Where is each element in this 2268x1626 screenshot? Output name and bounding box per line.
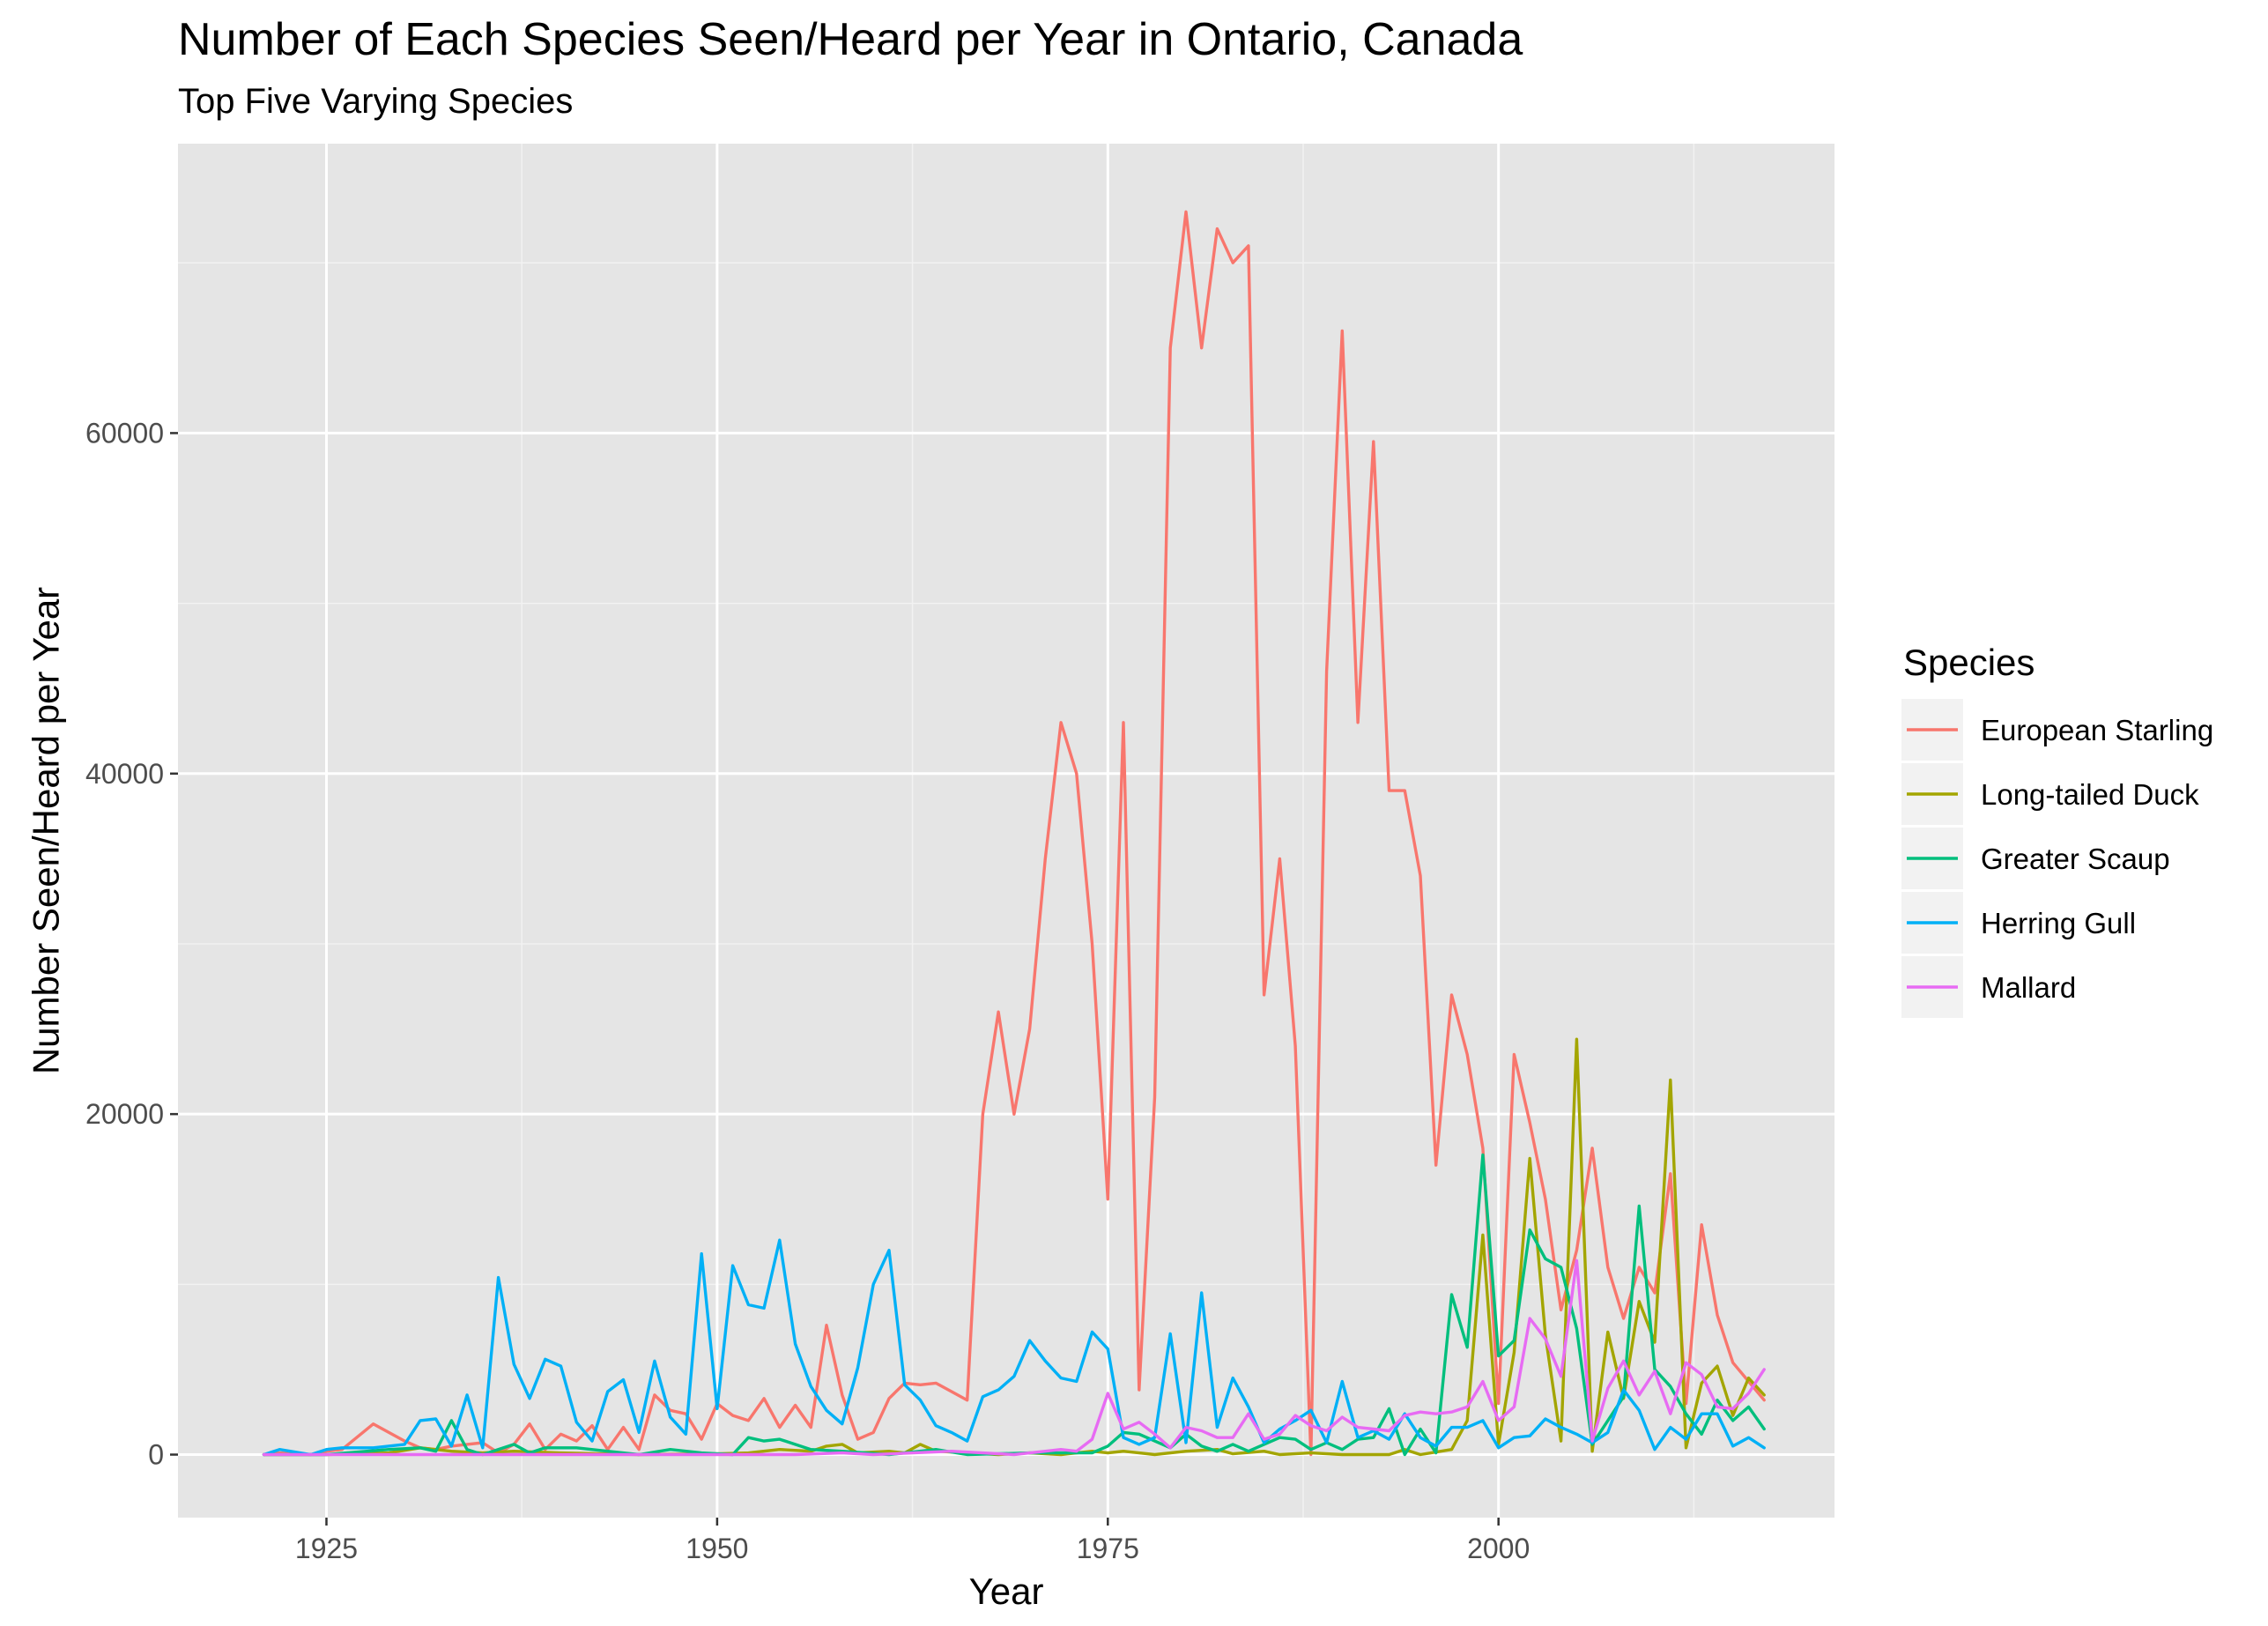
series-line-1 (262, 1037, 1766, 1457)
x-tick-label: 1950 (686, 1533, 748, 1564)
y-tick-label: 0 (148, 1439, 164, 1471)
y-tick-label: 40000 (85, 758, 164, 790)
legend-title: Species (1903, 642, 2035, 683)
legend-label: Herring Gull (1981, 907, 2136, 939)
y-axis-ticks: 0 20000 40000 60000 (85, 417, 178, 1471)
chart-subtitle: Top Five Varying Species (178, 82, 573, 121)
legend: Species European Starling Long-tailed Duc… (1901, 642, 2213, 1018)
minor-gridlines (178, 144, 1834, 1518)
series-line-2 (262, 1153, 1766, 1457)
x-axis-title: Year (969, 1570, 1044, 1612)
legend-items: European Starling Long-tailed Duck Greater… (1901, 699, 2213, 1018)
major-gridlines (178, 144, 1834, 1518)
x-tick-label: 1925 (295, 1533, 358, 1564)
chart-title: Number of Each Species Seen/Heard per Ye… (178, 14, 1523, 65)
legend-label: Mallard (1981, 971, 2076, 1004)
series-lines (262, 210, 1766, 1457)
legend-label: Long-tailed Duck (1981, 778, 2199, 811)
y-tick-label: 20000 (85, 1098, 164, 1130)
x-axis-ticks: 1925 1950 1975 2000 (295, 1518, 1530, 1564)
series-line-3 (262, 1238, 1766, 1457)
series-line-4 (262, 1258, 1766, 1457)
y-tick-label: 60000 (85, 417, 164, 449)
series-line-0 (262, 210, 1766, 1457)
legend-label: Greater Scaup (1981, 843, 2170, 875)
y-axis-title: Number Seen/Heard per Year (26, 587, 67, 1074)
legend-label: European Starling (1981, 714, 2213, 746)
x-tick-label: 1975 (1077, 1533, 1139, 1564)
x-tick-label: 2000 (1467, 1533, 1530, 1564)
